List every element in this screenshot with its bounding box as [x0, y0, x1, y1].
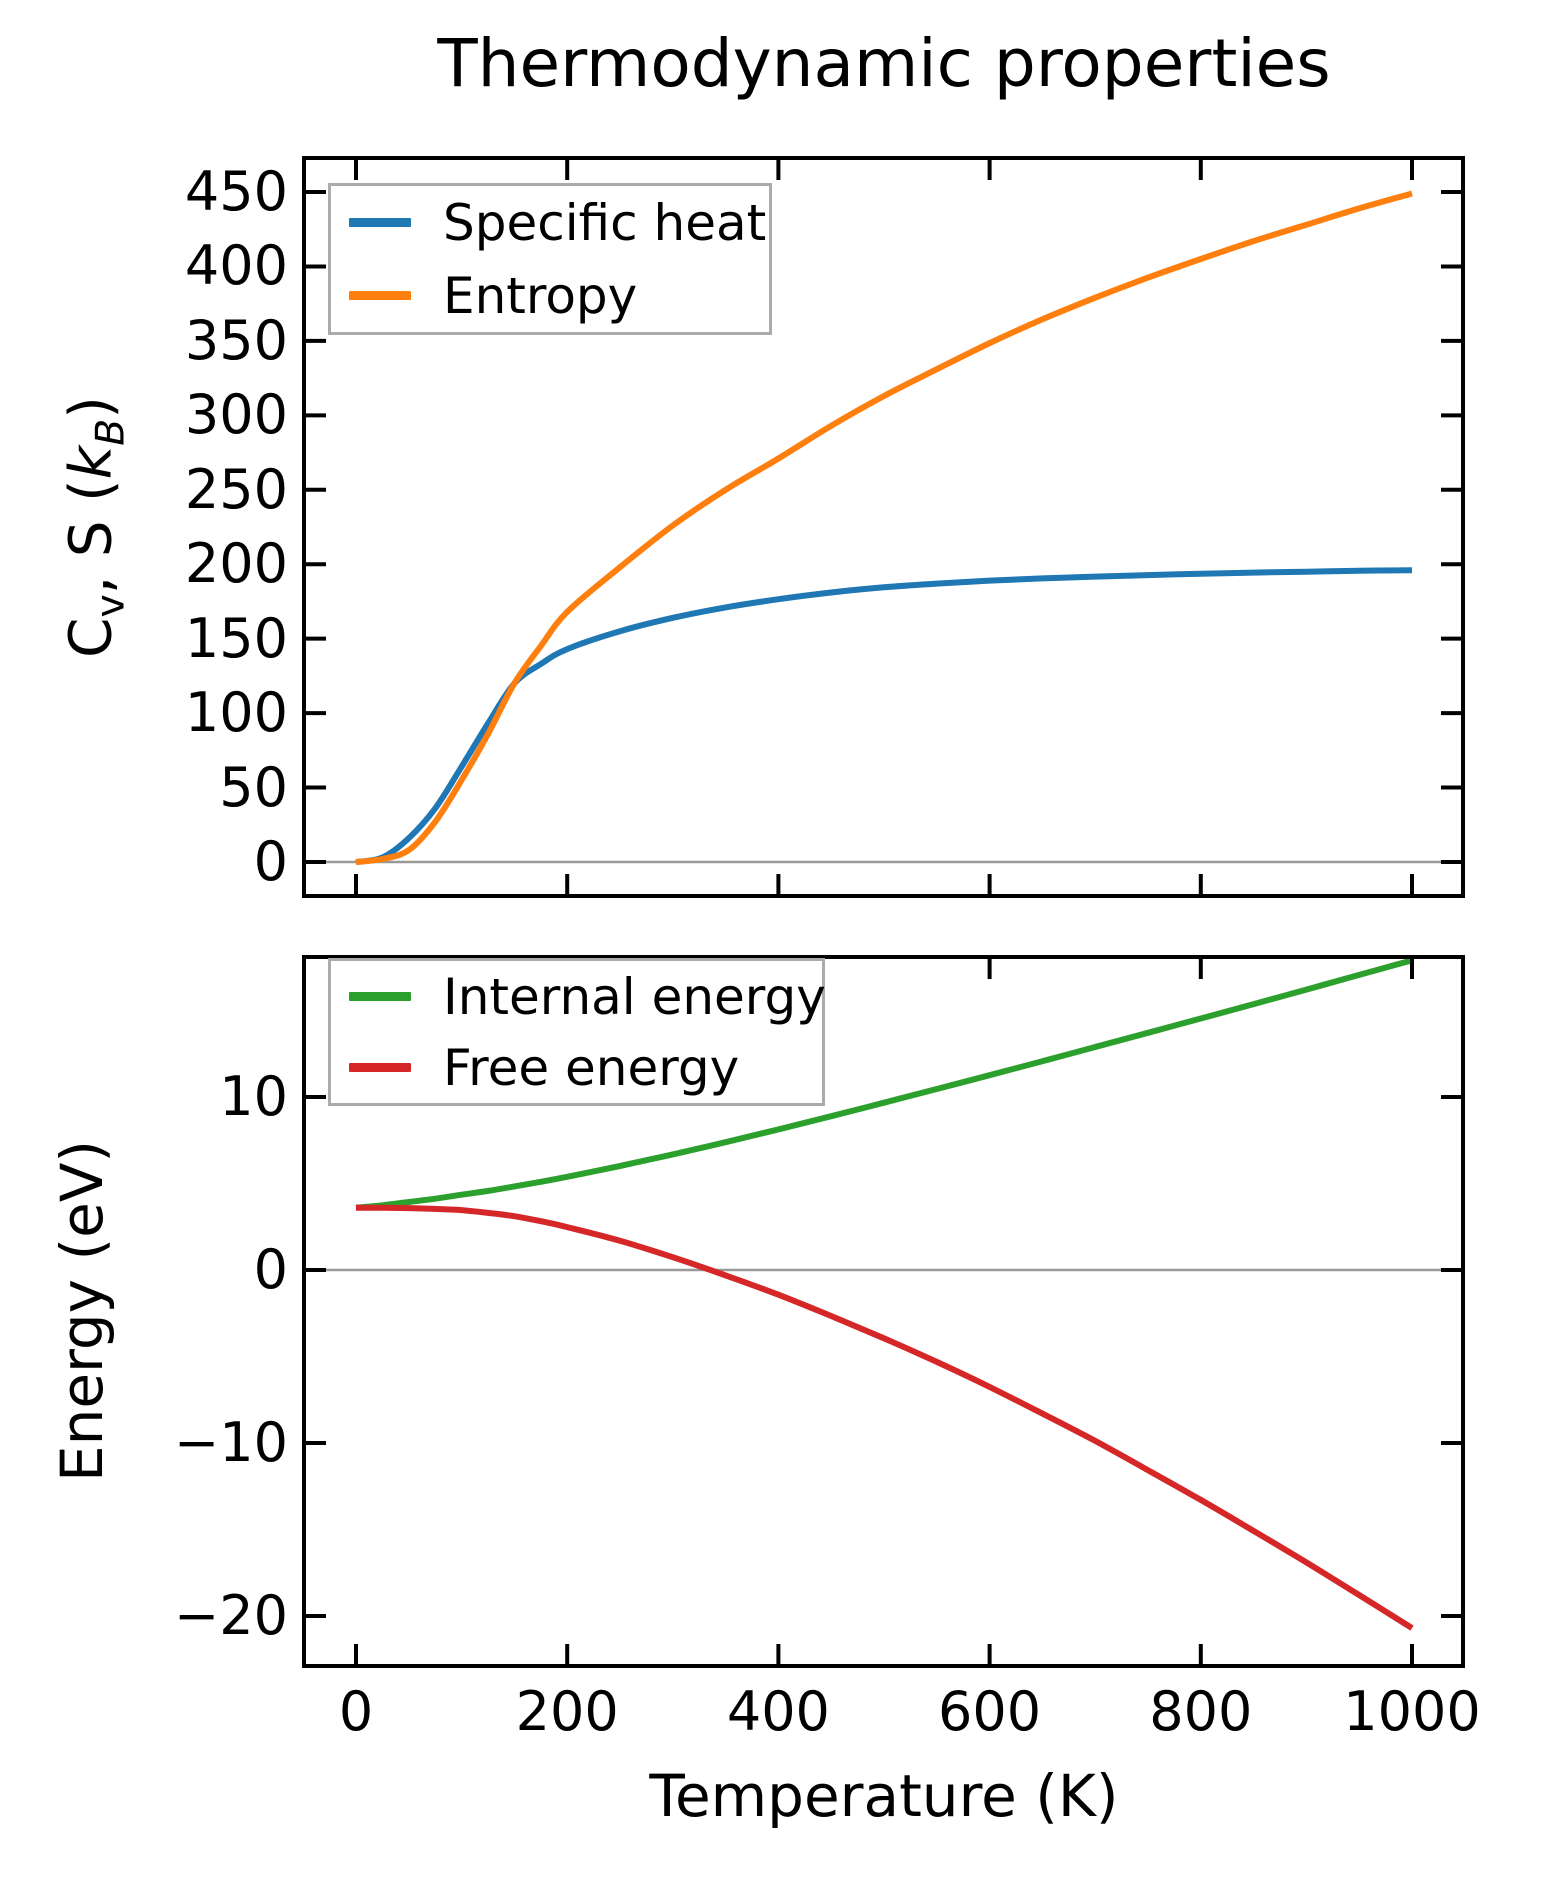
y-tick-label: 100 [184, 681, 288, 745]
y-tick-label: −10 [174, 1411, 288, 1474]
y-tick-label: 350 [184, 308, 288, 372]
entropy-line-swatch [349, 291, 411, 300]
legend-label-internal-energy: Internal energy [443, 967, 826, 1026]
y-tick-label: 50 [219, 755, 288, 819]
y-tick-label: 0 [253, 1238, 288, 1301]
entropy-curve [355, 190, 1413, 865]
y-tick-label: 300 [184, 383, 288, 447]
x-tick-label: 400 [726, 1680, 830, 1743]
bottom-panel-axes [302, 955, 1465, 1668]
y-tick-label: −20 [174, 1584, 288, 1647]
specific-heat-curve [355, 567, 1413, 865]
x-tick-label: 1000 [1343, 1680, 1481, 1743]
legend-item-internal-energy: Internal energy [331, 961, 826, 1032]
legend-top: Specific heat Entropy [328, 183, 772, 335]
internal-energy-curve [355, 957, 1413, 1211]
legend-item-specific-heat: Specific heat [331, 186, 769, 259]
chart-title: Thermodynamic properties [437, 25, 1331, 102]
bottom-spines [302, 955, 1465, 1668]
free-energy-line-swatch [349, 1063, 411, 1072]
legend-bottom: Internal energy Free energy [328, 958, 826, 1106]
specific-heat-line-swatch [349, 218, 411, 227]
y-tick-label: 0 [253, 830, 288, 893]
x-tick-label: 0 [338, 1680, 374, 1743]
legend-label-entropy: Entropy [443, 266, 638, 325]
y-tick-label: 250 [184, 457, 288, 521]
free-energy-curve [355, 1204, 1414, 1631]
legend-label-specific-heat: Specific heat [443, 193, 767, 252]
y-tick-label: 450 [184, 159, 288, 223]
x-tick-label: 600 [938, 1680, 1042, 1743]
y-tick-label: 150 [184, 606, 288, 670]
y-tick-label: 200 [184, 532, 288, 596]
top-spines [302, 156, 1465, 898]
legend-item-entropy: Entropy [331, 259, 769, 332]
legend-label-free-energy: Free energy [443, 1038, 740, 1097]
x-tick-label: 800 [1149, 1680, 1253, 1743]
top-panel-axes [302, 156, 1465, 898]
internal-energy-line-swatch [349, 992, 411, 1001]
x-tick-label: 200 [515, 1680, 619, 1743]
x-axis-label: Temperature (K) [649, 1762, 1119, 1830]
y-tick-label: 400 [184, 234, 288, 298]
legend-item-free-energy: Free energy [331, 1032, 822, 1103]
y-tick-label: 10 [219, 1065, 288, 1128]
